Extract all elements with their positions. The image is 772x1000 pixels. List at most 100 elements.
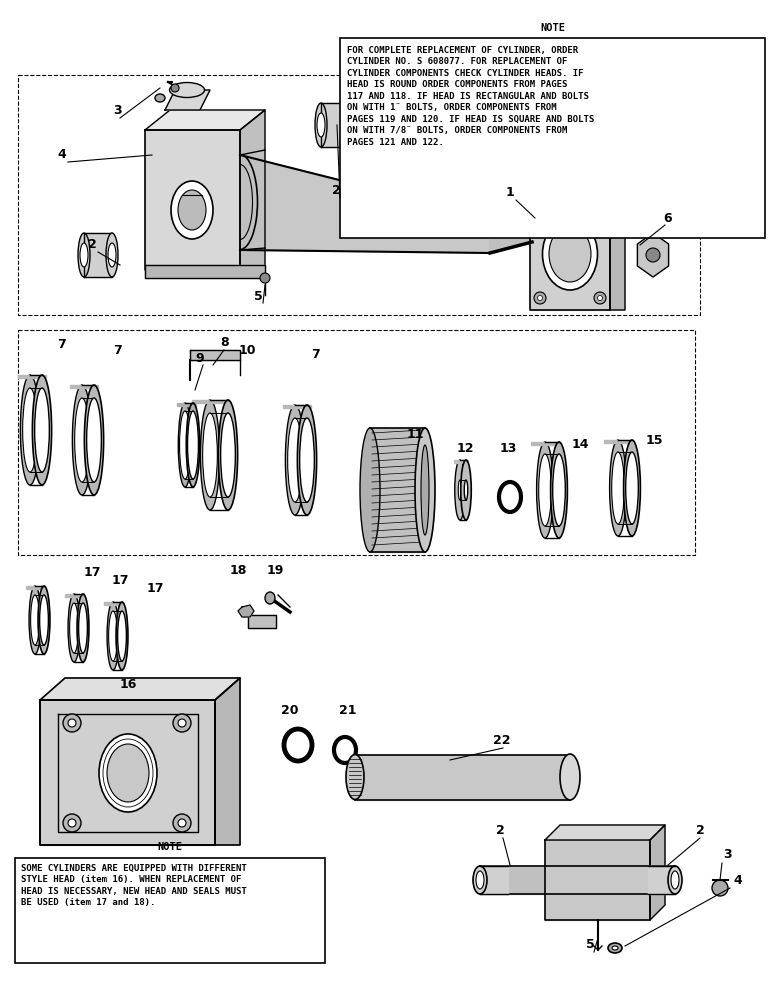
Ellipse shape: [73, 385, 92, 495]
Ellipse shape: [22, 388, 37, 472]
Text: 4: 4: [58, 148, 66, 161]
Ellipse shape: [186, 403, 200, 487]
Ellipse shape: [178, 190, 206, 230]
Ellipse shape: [32, 375, 52, 485]
Circle shape: [594, 206, 606, 218]
Polygon shape: [530, 182, 625, 198]
Bar: [15, 858, 325, 963]
Polygon shape: [177, 403, 196, 406]
Ellipse shape: [221, 413, 235, 497]
Text: 17: 17: [146, 582, 164, 594]
Text: 22: 22: [493, 734, 511, 746]
Ellipse shape: [180, 411, 191, 479]
Text: 19: 19: [266, 564, 283, 576]
Text: 15: 15: [645, 434, 662, 446]
Ellipse shape: [610, 440, 626, 536]
Ellipse shape: [360, 428, 380, 552]
Ellipse shape: [265, 592, 275, 604]
Ellipse shape: [543, 218, 598, 290]
Ellipse shape: [473, 866, 487, 894]
Circle shape: [712, 880, 728, 896]
Circle shape: [537, 296, 543, 300]
Text: 11: 11: [406, 428, 424, 442]
Ellipse shape: [334, 737, 356, 763]
Circle shape: [63, 714, 81, 732]
Ellipse shape: [671, 871, 679, 889]
Text: 5: 5: [254, 290, 262, 302]
Text: 3: 3: [113, 104, 121, 116]
Ellipse shape: [109, 611, 117, 661]
Ellipse shape: [20, 375, 39, 485]
Ellipse shape: [315, 103, 327, 147]
Ellipse shape: [608, 943, 622, 953]
Text: 8: 8: [221, 336, 229, 350]
Text: 12: 12: [456, 442, 474, 454]
Ellipse shape: [549, 226, 591, 282]
Ellipse shape: [461, 460, 471, 520]
Text: NOTE: NOTE: [540, 23, 565, 33]
Ellipse shape: [80, 243, 88, 267]
Polygon shape: [604, 440, 633, 443]
Ellipse shape: [77, 594, 89, 662]
Polygon shape: [145, 265, 265, 278]
Ellipse shape: [31, 595, 39, 645]
Polygon shape: [283, 405, 310, 408]
Circle shape: [260, 273, 270, 283]
Text: 7: 7: [113, 344, 123, 357]
Polygon shape: [530, 198, 610, 310]
Bar: [340, 38, 765, 238]
Polygon shape: [545, 825, 665, 840]
Polygon shape: [370, 428, 425, 552]
Ellipse shape: [624, 440, 641, 536]
Polygon shape: [165, 90, 210, 110]
Ellipse shape: [29, 586, 41, 654]
Polygon shape: [480, 866, 508, 894]
Text: 7: 7: [310, 349, 320, 361]
Text: 17: 17: [83, 566, 101, 578]
Text: 14: 14: [571, 438, 589, 452]
Ellipse shape: [86, 398, 101, 482]
Ellipse shape: [415, 428, 435, 552]
Ellipse shape: [107, 744, 149, 802]
Ellipse shape: [171, 181, 213, 239]
Ellipse shape: [117, 611, 127, 661]
Text: 10: 10: [239, 344, 256, 357]
Text: 20: 20: [281, 704, 299, 716]
Ellipse shape: [202, 413, 218, 497]
Ellipse shape: [35, 388, 49, 472]
Polygon shape: [26, 586, 46, 589]
Polygon shape: [240, 110, 265, 270]
Ellipse shape: [668, 866, 682, 894]
Ellipse shape: [421, 445, 429, 535]
Ellipse shape: [346, 754, 364, 800]
Polygon shape: [531, 442, 560, 445]
Text: 2: 2: [496, 824, 504, 836]
Ellipse shape: [288, 418, 303, 502]
Text: 13: 13: [499, 442, 516, 454]
Ellipse shape: [106, 233, 118, 277]
Ellipse shape: [343, 103, 355, 147]
Ellipse shape: [178, 403, 191, 487]
Polygon shape: [145, 130, 240, 270]
Polygon shape: [145, 110, 265, 130]
Text: 18: 18: [229, 564, 247, 576]
Text: 4: 4: [733, 874, 743, 886]
Circle shape: [598, 296, 602, 300]
Polygon shape: [215, 678, 240, 845]
Ellipse shape: [84, 385, 103, 495]
Polygon shape: [650, 825, 665, 920]
Ellipse shape: [537, 442, 554, 538]
Polygon shape: [248, 615, 276, 628]
Ellipse shape: [155, 94, 165, 102]
Ellipse shape: [625, 452, 638, 524]
Polygon shape: [192, 400, 229, 403]
Circle shape: [63, 814, 81, 832]
Ellipse shape: [78, 233, 90, 277]
Circle shape: [171, 84, 179, 92]
Ellipse shape: [464, 480, 468, 500]
Polygon shape: [321, 103, 349, 147]
Ellipse shape: [553, 454, 565, 526]
Ellipse shape: [201, 400, 219, 510]
Ellipse shape: [550, 442, 567, 538]
Text: 5: 5: [586, 938, 594, 952]
